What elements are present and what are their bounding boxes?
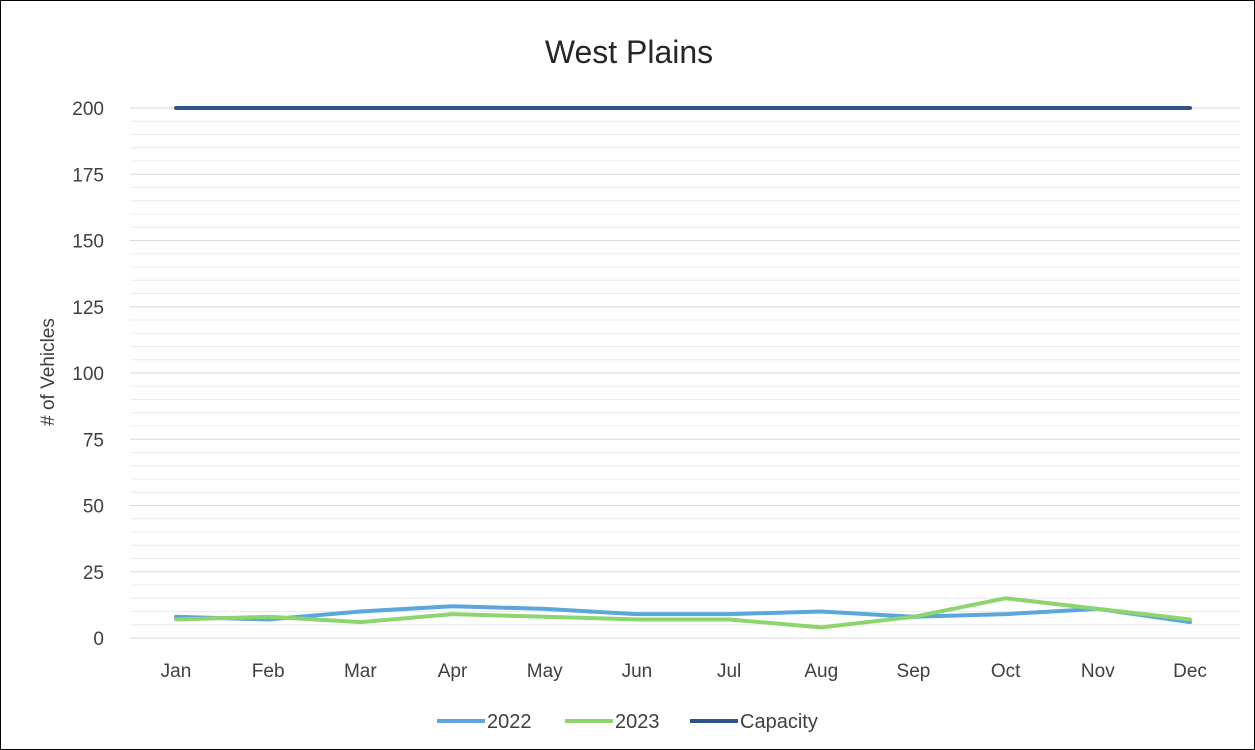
x-tick-label: Sep <box>897 661 931 682</box>
y-axis-ticks: 0 25 50 75 100 125 150 175 200 <box>72 99 104 650</box>
y-tick-label: 100 <box>72 364 104 385</box>
y-tick-label: 25 <box>83 563 104 584</box>
x-tick-label: Jul <box>717 661 741 682</box>
legend-label: Capacity <box>740 711 818 733</box>
x-axis-ticks: Jan Feb Mar Apr May Jun Jul Aug Sep Oct Nov Dec <box>161 661 1207 682</box>
series-line-2022 <box>174 604 1192 625</box>
y-tick-label: 0 <box>93 629 104 650</box>
legend-label: 2022 <box>487 711 532 733</box>
chart-title: West Plains <box>545 34 713 70</box>
y-axis-title: # of Vehicles <box>38 318 59 426</box>
x-tick-label: Dec <box>1173 661 1207 682</box>
y-tick-label: 150 <box>72 232 104 253</box>
x-tick-label: Nov <box>1081 661 1115 682</box>
x-tick-label: Oct <box>991 661 1021 682</box>
y-tick-label: 125 <box>72 298 104 319</box>
series-line-2023 <box>174 596 1192 630</box>
x-tick-label: Apr <box>438 661 468 682</box>
x-tick-label: Jan <box>161 661 192 682</box>
legend-label: 2023 <box>615 711 660 733</box>
gridlines <box>130 107 1240 639</box>
legend: 2022 2023 Capacity <box>437 711 818 733</box>
y-tick-label: 200 <box>72 99 104 120</box>
series-lines <box>174 106 1192 630</box>
x-tick-label: Mar <box>344 661 377 682</box>
x-tick-label: May <box>527 661 563 682</box>
y-tick-label: 175 <box>72 165 104 186</box>
x-tick-label: Feb <box>252 661 285 682</box>
x-tick-label: Aug <box>804 661 838 682</box>
y-tick-label: 50 <box>83 497 104 518</box>
x-tick-label: Jun <box>622 661 653 682</box>
y-tick-label: 75 <box>83 430 104 451</box>
